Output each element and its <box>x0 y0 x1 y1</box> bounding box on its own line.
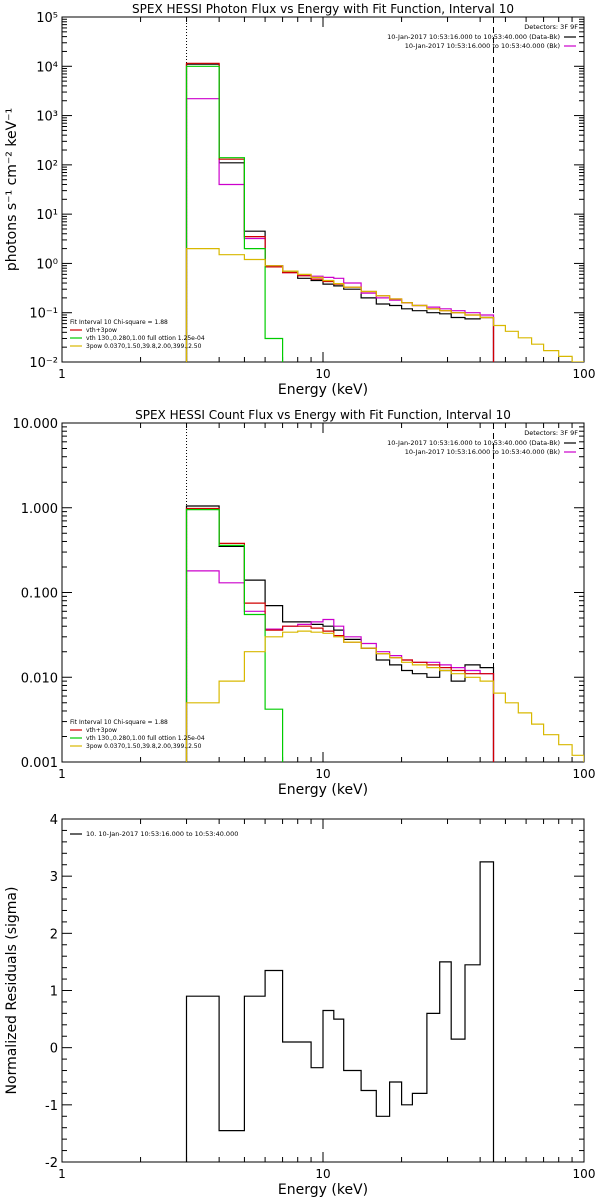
x-tick-label: 100 <box>573 367 596 381</box>
series-bk <box>185 98 495 362</box>
legend-bottom-left: Fit Interval 10 Chi-square = 1.88vth+3po… <box>70 319 205 350</box>
y-tick-label: 10¹ <box>36 208 58 223</box>
series-data-bk <box>185 505 495 762</box>
legend-entry-text: 10-Jan-2017 10:53:16.000 to 10:53:40.000… <box>387 33 560 41</box>
legend-top-right: Detectors: 3F 9F 10-Jan-2017 10:53:16.000… <box>387 23 578 50</box>
y-tick-label: 1 <box>50 985 58 1000</box>
legend-entry-text: 3pow 0.0370,1.50,39.8,2.00,399.,2.50 <box>86 343 202 350</box>
legend-header: Detectors: 3F 9F <box>524 429 578 437</box>
y-tick-label: 10⁻² <box>29 356 58 371</box>
y-tick-label: 3 <box>50 870 58 885</box>
x-tick-label: 1 <box>58 1167 66 1181</box>
legend-entry-text: 10-Jan-2017 10:53:16.000 to 10:53:40.000… <box>387 439 560 447</box>
chart-panel-1: SPEX HESSI Photon Flux vs Energy with Fi… <box>4 2 595 398</box>
plot-data <box>185 861 495 1162</box>
chart-panel-3: 1 10 100 Energy (keV) -2 -1 0 1 2 3 4 Normalized Re… <box>4 813 595 1198</box>
y-tick-label: 4 <box>50 813 58 828</box>
series-vth <box>185 509 284 762</box>
x-tick-label: 100 <box>573 1167 596 1181</box>
legend-top-right: Detectors: 3F 9F 10-Jan-2017 10:53:16.000… <box>387 429 578 456</box>
x-tick-label: 10 <box>315 367 330 381</box>
y-axis-label: photons s⁻¹ cm⁻² keV⁻¹ <box>4 108 20 271</box>
legend-entry-text: vth 130.,0.280,1.00 full ottion 1.25e-04 <box>86 735 205 742</box>
y-tick-label: 10⁵ <box>36 11 58 26</box>
plot-data <box>185 17 584 362</box>
legend-entry-text: vth+3pow <box>86 327 117 334</box>
x-axis-label: Energy (keV) <box>278 782 368 798</box>
plot-frame <box>61 422 585 763</box>
y-tick-label: 1.000 <box>21 502 58 517</box>
chart-title: SPEX HESSI Count Flux vs Energy with Fit… <box>135 408 511 422</box>
y-tick-label: 10³ <box>36 110 58 125</box>
x-tick-label: 100 <box>573 767 596 781</box>
series-3pow <box>185 248 584 362</box>
legend-entry-text: 3pow 0.0370,1.50,39.8,2.00,399.,2.50 <box>86 743 202 750</box>
x-tick-label: 10 <box>315 1167 330 1181</box>
legend-entry-text: 10. 10-Jan-2017 10:53:16.000 to 10:53:40… <box>86 830 238 838</box>
chart-title: SPEX HESSI Photon Flux vs Energy with Fi… <box>132 2 514 16</box>
legend-entry-text: 10-Jan-2017 10:53:16.000 to 10:53:40.000… <box>405 42 560 50</box>
legend-top-left: 10. 10-Jan-2017 10:53:16.000 to 10:53:40… <box>70 830 238 838</box>
series-data-bk <box>185 63 495 362</box>
legend-entry-text: vth+3pow <box>86 727 117 734</box>
y-tick-label: 10² <box>36 159 58 174</box>
x-tick-label: 10 <box>315 767 330 781</box>
series-10-10-jan-2017-10-53-16-000-to-10-53-40-000 <box>185 861 495 1162</box>
legend-header: Detectors: 3F 9F <box>524 23 578 31</box>
x-tick-label: 1 <box>58 767 66 781</box>
x-tick-label: 1 <box>58 367 66 381</box>
legend-bottom-left: Fit Interval 10 Chi-square = 1.88vth+3po… <box>70 719 205 750</box>
plot-frame <box>61 16 585 363</box>
y-tick-label: 10⁻¹ <box>29 307 58 322</box>
y-tick-label: 2 <box>50 927 58 942</box>
x-axis-label: Energy (keV) <box>278 382 368 398</box>
series-bk <box>185 570 495 762</box>
plot-frame <box>61 818 585 1163</box>
legend-header: Fit Interval 10 Chi-square = 1.88 <box>70 319 168 326</box>
legend-header: Fit Interval 10 Chi-square = 1.88 <box>70 719 168 726</box>
y-tick-label: 10⁰ <box>36 257 58 272</box>
series-vth <box>185 65 284 362</box>
y-tick-label: 0.001 <box>21 756 58 771</box>
y-tick-label: 10.000 <box>13 417 59 432</box>
y-tick-label: -2 <box>45 1156 58 1171</box>
y-tick-label: 10⁴ <box>36 60 58 75</box>
y-tick-label: 0.100 <box>21 587 58 602</box>
series-vth-3pow <box>185 62 495 362</box>
y-tick-label: 0.010 <box>21 671 58 686</box>
y-tick-label: -1 <box>45 1099 58 1114</box>
chart-panel-2: SPEX HESSI Count Flux vs Energy with Fit… <box>13 408 596 798</box>
series-3pow <box>185 630 584 762</box>
y-axis-label: Normalized Residuals (sigma) <box>4 887 20 1095</box>
plot-data <box>185 423 584 762</box>
x-axis-label: Energy (keV) <box>278 1182 368 1198</box>
legend-entry-text: 10-Jan-2017 10:53:16.000 to 10:53:40.000… <box>405 448 560 456</box>
legend-entry-text: vth 130.,0.280,1.00 full ottion 1.25e-04 <box>86 335 205 342</box>
y-tick-label: 0 <box>50 1042 58 1057</box>
